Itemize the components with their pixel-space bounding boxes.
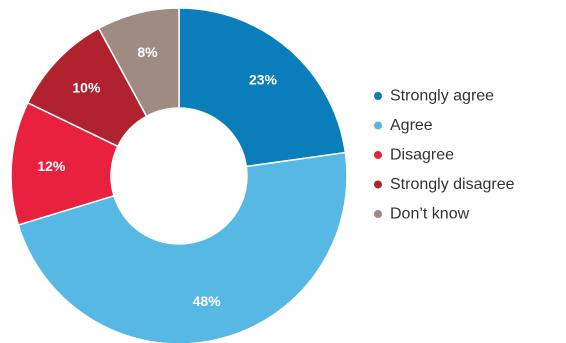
legend-marker-agree — [374, 121, 382, 130]
legend-marker-strongly-disagree — [374, 180, 382, 189]
legend-label-strongly-disagree: Strongly disagree — [390, 176, 515, 193]
legend-label-agree: Agree — [390, 117, 433, 134]
slice-label-strongly-agree: 23% — [249, 71, 278, 87]
slice-label-don-t-know: 8% — [137, 44, 158, 60]
slice-labels: 23% 48% 12% 10% 8% — [37, 44, 277, 309]
slice-label-disagree: 12% — [37, 158, 66, 174]
legend: Strongly agree Agree Disagree Strongly disa… — [374, 88, 515, 223]
legend-marker-strongly-agree — [374, 92, 382, 100]
legend-label-don-t-know: Don’t know — [390, 206, 470, 223]
slice-strongly-agree — [178, 7, 347, 168]
legend-marker-don-t-know — [374, 210, 382, 218]
donut-slices — [10, 7, 348, 343]
slice-label-agree: 48% — [193, 293, 222, 309]
legend-marker-disagree — [374, 151, 382, 159]
slice-label-strongly-disagree: 10% — [72, 80, 101, 96]
legend-label-strongly-agree: Strongly agree — [390, 88, 494, 105]
legend-label-disagree: Disagree — [390, 147, 454, 164]
slice-don-t-know — [97, 7, 180, 118]
